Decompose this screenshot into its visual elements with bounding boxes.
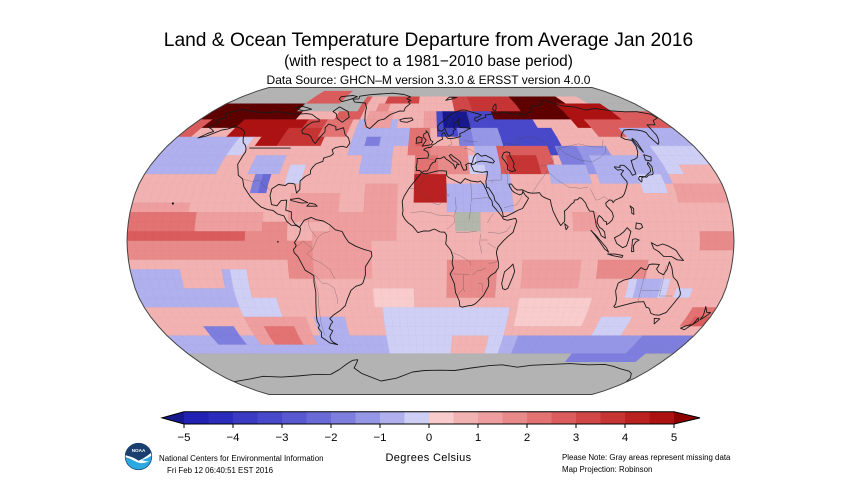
svg-text:2: 2 <box>524 432 530 444</box>
svg-text:1: 1 <box>475 432 481 444</box>
svg-text:0: 0 <box>426 432 432 444</box>
svg-text:4: 4 <box>622 432 628 444</box>
svg-text:−2: −2 <box>325 432 338 444</box>
svg-text:NOAA: NOAA <box>132 448 146 453</box>
svg-text:−5: −5 <box>178 432 191 444</box>
svg-text:5: 5 <box>671 432 677 444</box>
svg-text:3: 3 <box>573 432 579 444</box>
svg-text:−4: −4 <box>227 432 240 444</box>
svg-text:−1: −1 <box>374 432 387 444</box>
svg-text:−3: −3 <box>276 432 289 444</box>
